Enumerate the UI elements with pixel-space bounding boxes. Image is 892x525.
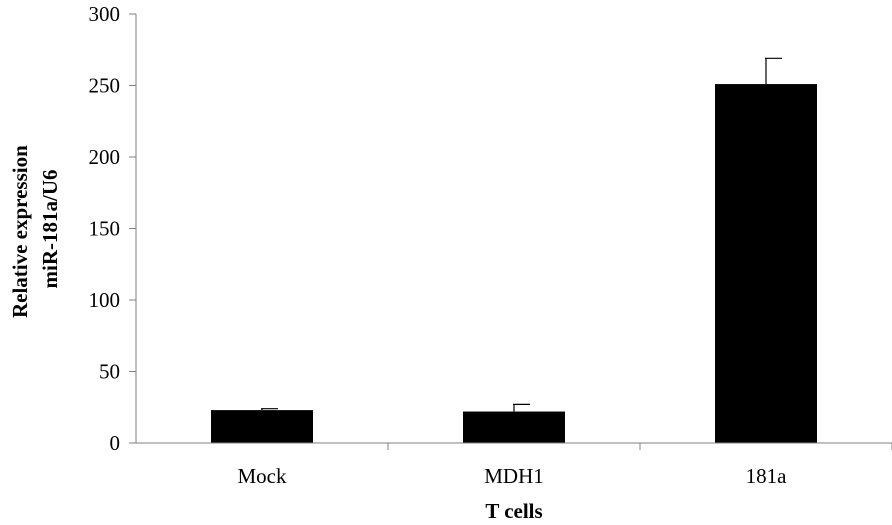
bar-mdh1 — [463, 411, 565, 443]
axes-group — [135, 14, 892, 444]
y-tick-label: 0 — [110, 431, 121, 455]
x-axis-ticks: Mock MDH1 181a — [238, 443, 892, 488]
x-tick-label-mdh1: MDH1 — [484, 464, 544, 488]
y-axis-title: Relative expression miR-181a/U6 — [8, 140, 62, 318]
x-tick-label-181a: 181a — [746, 464, 788, 488]
bars-group — [211, 84, 817, 443]
bar-181a — [715, 84, 817, 443]
y-axis-title-line-2: miR-181a/U6 — [38, 170, 62, 289]
x-axis-title: T cells — [485, 499, 542, 523]
x-tick-label-mock: Mock — [238, 464, 287, 488]
y-axis-ticks: 0 50 100 150 200 250 300 — [89, 2, 136, 455]
y-tick-label: 100 — [89, 288, 121, 312]
y-tick-label: 300 — [89, 2, 121, 26]
y-tick-label: 250 — [89, 74, 121, 98]
error-bars-group — [261, 57, 782, 412]
y-tick-label: 150 — [89, 217, 121, 241]
y-axis-title-line-1: Relative expression — [8, 145, 32, 318]
bar-mock — [211, 410, 313, 443]
y-tick-label: 200 — [89, 145, 121, 169]
y-tick-label: 50 — [99, 360, 120, 384]
